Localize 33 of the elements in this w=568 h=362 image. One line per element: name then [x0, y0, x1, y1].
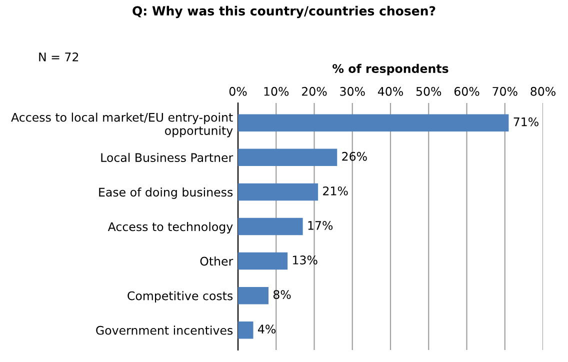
y-tick-label: Government incentives — [96, 326, 233, 335]
x-tick-label: 70% — [492, 86, 518, 96]
x-tick-label: 60% — [454, 86, 480, 96]
data-label: 8% — [273, 290, 291, 300]
x-tick-label: 20% — [302, 86, 327, 96]
bar — [238, 322, 254, 339]
data-label: 21% — [323, 186, 348, 196]
x-tick-label: 50% — [416, 86, 442, 96]
x-tick-label: 40% — [378, 86, 403, 96]
data-label: 17% — [308, 220, 333, 230]
data-label: 26% — [342, 152, 367, 161]
bar — [238, 148, 338, 166]
y-tick-label: Local Business Partner — [101, 152, 234, 162]
bar — [238, 218, 303, 236]
y-tick-label: Other — [200, 256, 234, 266]
bar — [238, 252, 288, 270]
text: N = 72 — [39, 52, 78, 62]
x-tick-label: 80% — [530, 86, 556, 96]
x-tick-label: 10% — [264, 86, 289, 96]
bar — [238, 183, 318, 201]
bar — [238, 286, 268, 304]
data-label: 13% — [293, 256, 318, 264]
x-tick-label: 30% — [340, 86, 365, 96]
data-label: 71% — [514, 117, 538, 126]
chart-title: Q: Why was this country/countries chosen? — [132, 6, 436, 18]
y-tick-label: Ease of doing business — [99, 187, 233, 199]
y-tick-label: Competitive costs — [128, 291, 233, 303]
x-tick-label: 0% — [229, 86, 247, 96]
data-label: 4% — [258, 324, 276, 334]
bar — [238, 114, 509, 132]
x-axis-title: % of respondents — [332, 64, 448, 76]
y-tick-label: Access to local market/EU entry-point opportunity — [11, 112, 233, 138]
y-tick-label: Access to technology — [108, 222, 233, 234]
